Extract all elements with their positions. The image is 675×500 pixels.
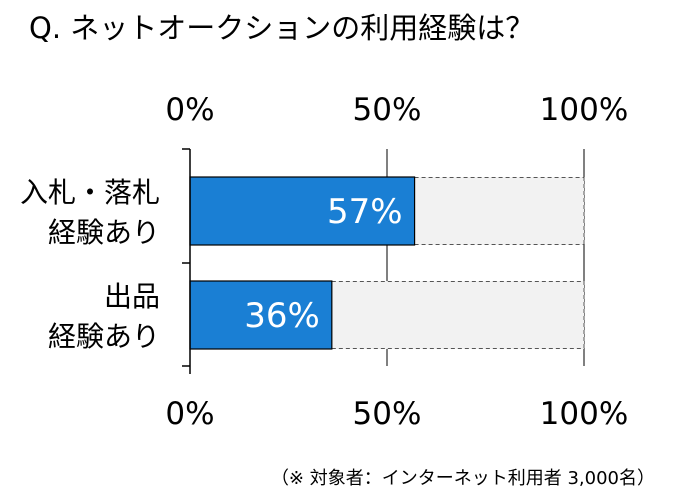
- category-axis: [182, 148, 191, 374]
- top-tick-label: 0%: [165, 92, 214, 128]
- category-label: 経験あり: [48, 320, 160, 353]
- bar-data-label: 36%: [244, 296, 320, 336]
- top-axis-tick-labels: 0% 50% 100%: [165, 92, 628, 128]
- bottom-tick-label: 50%: [353, 396, 422, 432]
- chart-title: Q. ネットオークションの利用経験は？: [29, 11, 534, 45]
- category-label: 出品: [104, 280, 160, 313]
- top-tick-label: 100%: [540, 92, 629, 128]
- category-label: 入札・落札: [20, 176, 160, 209]
- bar-remainder: [331, 281, 584, 349]
- bar: [189, 176, 416, 246]
- category-label: 経験あり: [48, 216, 160, 249]
- bottom-tick-label: 100%: [540, 396, 629, 432]
- bar-remainder: [414, 177, 584, 245]
- footnote: （※ 対象者：インターネット利用者 3,000名）: [271, 468, 655, 489]
- bottom-axis-tick-labels: 0% 50% 100%: [165, 396, 628, 432]
- bottom-tick-label: 0%: [165, 396, 214, 432]
- top-tick-label: 50%: [353, 92, 422, 128]
- bar-data-label: 57%: [327, 192, 403, 232]
- bars: 57% 36%: [189, 176, 585, 350]
